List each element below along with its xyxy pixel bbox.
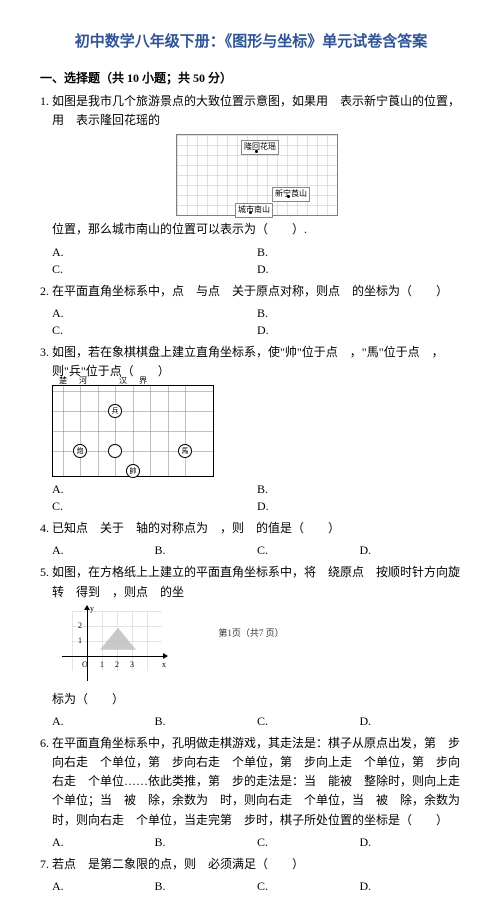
q2-opt-b: B. bbox=[257, 305, 462, 322]
arrow-right-icon bbox=[163, 653, 168, 659]
q5-text: 5. 如图，在方格纸上上建立的平面直角坐标系中，将 绕原点 按顺时针方向旋转 得… bbox=[40, 565, 460, 598]
q5-opt-a: A. bbox=[52, 713, 155, 730]
q3-text: 3. 如图，若在象棋棋盘上建立直角坐标系，使"帅"位于点 ，"馬"位于点 ，则"… bbox=[40, 345, 444, 378]
chess-rows bbox=[53, 391, 213, 471]
q5-opt-d: D. bbox=[360, 713, 463, 730]
question-4: 4. 已知点 关于 轴的对称点为 ，则 的值是（ ） bbox=[52, 519, 462, 538]
q2-options: A. B. C. D. bbox=[52, 305, 462, 339]
q4-opt-c: C. bbox=[257, 542, 360, 559]
q6-opt-c: C. bbox=[257, 834, 360, 851]
q1-options: A. B. C. D. bbox=[52, 244, 462, 278]
q1-text: 1. 如图是我市几个旅游景点的大致位置示意图，如果用 表示新宁莨山的位置，用 表… bbox=[40, 94, 460, 127]
question-1: 1. 如图是我市几个旅游景点的大致位置示意图，如果用 表示新宁莨山的位置，用 表… bbox=[52, 92, 462, 240]
q5-text2: 标为（ ） bbox=[52, 692, 124, 706]
section-header: 一、选择题（共 10 小题；共 50 分） bbox=[40, 69, 462, 86]
q4-opt-b: B. bbox=[155, 542, 258, 559]
q5-opt-b: B. bbox=[155, 713, 258, 730]
q5-options: A. B. C. D. bbox=[52, 713, 462, 730]
q1-label-a: 隆回花瑶 bbox=[241, 140, 279, 155]
ylabel: y bbox=[90, 604, 94, 613]
question-2: 2. 在平面直角坐标系中，点 与点 关于原点对称，则点 的坐标为（ ） bbox=[52, 282, 462, 301]
q7-options: A. B. C. D. bbox=[52, 878, 462, 895]
q3-opt-a: A. bbox=[52, 481, 257, 498]
q2-opt-c: C. bbox=[52, 322, 257, 339]
piece-extra bbox=[108, 444, 122, 458]
q1-label-c: 城市南山 bbox=[235, 203, 273, 218]
q3-figure: 楚河 汉界 兵 炮 馬 帥 bbox=[52, 385, 214, 477]
q5-opt-c: C. bbox=[257, 713, 360, 730]
q3-options: A. B. C. D. bbox=[52, 481, 462, 515]
axis-x bbox=[62, 656, 167, 657]
xlabel: x bbox=[162, 660, 166, 669]
xlabel: 1 bbox=[100, 660, 104, 669]
q7-opt-d: D. bbox=[360, 878, 463, 895]
q6-options: A. B. C. D. bbox=[52, 834, 462, 851]
q4-options: A. B. C. D. bbox=[52, 542, 462, 559]
axis-y bbox=[87, 606, 88, 681]
q6-opt-a: A. bbox=[52, 834, 155, 851]
page: 初中数学八年级下册：《图形与坐标》单元试卷含答案 一、选择题（共 10 小题；共… bbox=[0, 0, 502, 909]
q6-opt-d: D. bbox=[360, 834, 463, 851]
q1-label-b: 新宁莨山 bbox=[272, 187, 310, 202]
piece-ma: 馬 bbox=[178, 444, 192, 458]
q4-text: 4. 已知点 关于 轴的对称点为 ，则 的值是（ ） bbox=[40, 521, 340, 535]
q1-opt-c: C. bbox=[52, 261, 257, 278]
q1-opt-b: B. bbox=[257, 244, 462, 261]
q7-opt-a: A. bbox=[52, 878, 155, 895]
q2-opt-a: A. bbox=[52, 305, 257, 322]
q2-text: 2. 在平面直角坐标系中，点 与点 关于原点对称，则点 的坐标为（ ） bbox=[40, 284, 448, 298]
q1-opt-d: D. bbox=[257, 261, 462, 278]
question-6: 6. 在平面直角坐标系中，孔明做走棋游戏，其走法是：棋子从原点出发，第 步向右走… bbox=[52, 734, 462, 830]
q7-opt-b: B. bbox=[155, 878, 258, 895]
q5-text2-wrap: 标为（ ） bbox=[52, 690, 462, 709]
q3-opt-d: D. bbox=[257, 498, 462, 515]
q3-figure-wrap: 楚河 汉界 兵 炮 馬 帥 bbox=[52, 385, 462, 477]
q5-figure: 2 1 O 1 2 3 x y bbox=[52, 606, 172, 686]
q4-opt-a: A. bbox=[52, 542, 155, 559]
piece-bing: 兵 bbox=[108, 404, 122, 418]
xlabel: 2 bbox=[115, 660, 119, 669]
q3-opt-c: C. bbox=[52, 498, 257, 515]
piece-pao: 炮 bbox=[73, 444, 87, 458]
question-5: 5. 如图，在方格纸上上建立的平面直角坐标系中，将 绕原点 按顺时针方向旋转 得… bbox=[52, 563, 462, 601]
q7-opt-c: C. bbox=[257, 878, 360, 895]
xlabel: 3 bbox=[130, 660, 134, 669]
question-7: 7. 若点 是第二象限的点，则 必须满足（ ） bbox=[52, 855, 462, 874]
q1-figure: 隆回花瑶 新宁莨山 城市南山 bbox=[176, 134, 338, 216]
q6-text: 6. 在平面直角坐标系中，孔明做走棋游戏，其走法是：棋子从原点出发，第 步向右走… bbox=[40, 736, 472, 827]
document-title: 初中数学八年级下册：《图形与坐标》单元试卷含答案 bbox=[40, 30, 462, 51]
q5-figure-wrap: 2 1 O 1 2 3 x y bbox=[52, 606, 462, 686]
q1-text2: 位置，那么城市南山的位置可以表示为（ ）. bbox=[52, 222, 307, 236]
page-footer: 第1页（共7 页） bbox=[0, 626, 502, 639]
q4-opt-d: D. bbox=[360, 542, 463, 559]
q7-text: 7. 若点 是第二象限的点，则 必须满足（ ） bbox=[40, 857, 304, 871]
q1-opt-a: A. bbox=[52, 244, 257, 261]
piece-shuai: 帥 bbox=[126, 464, 140, 478]
q3-opt-b: B. bbox=[257, 481, 462, 498]
xlabel: O bbox=[82, 660, 88, 669]
q6-opt-b: B. bbox=[155, 834, 258, 851]
chess-header: 楚河 汉界 bbox=[53, 375, 159, 386]
q2-opt-d: D. bbox=[257, 322, 462, 339]
